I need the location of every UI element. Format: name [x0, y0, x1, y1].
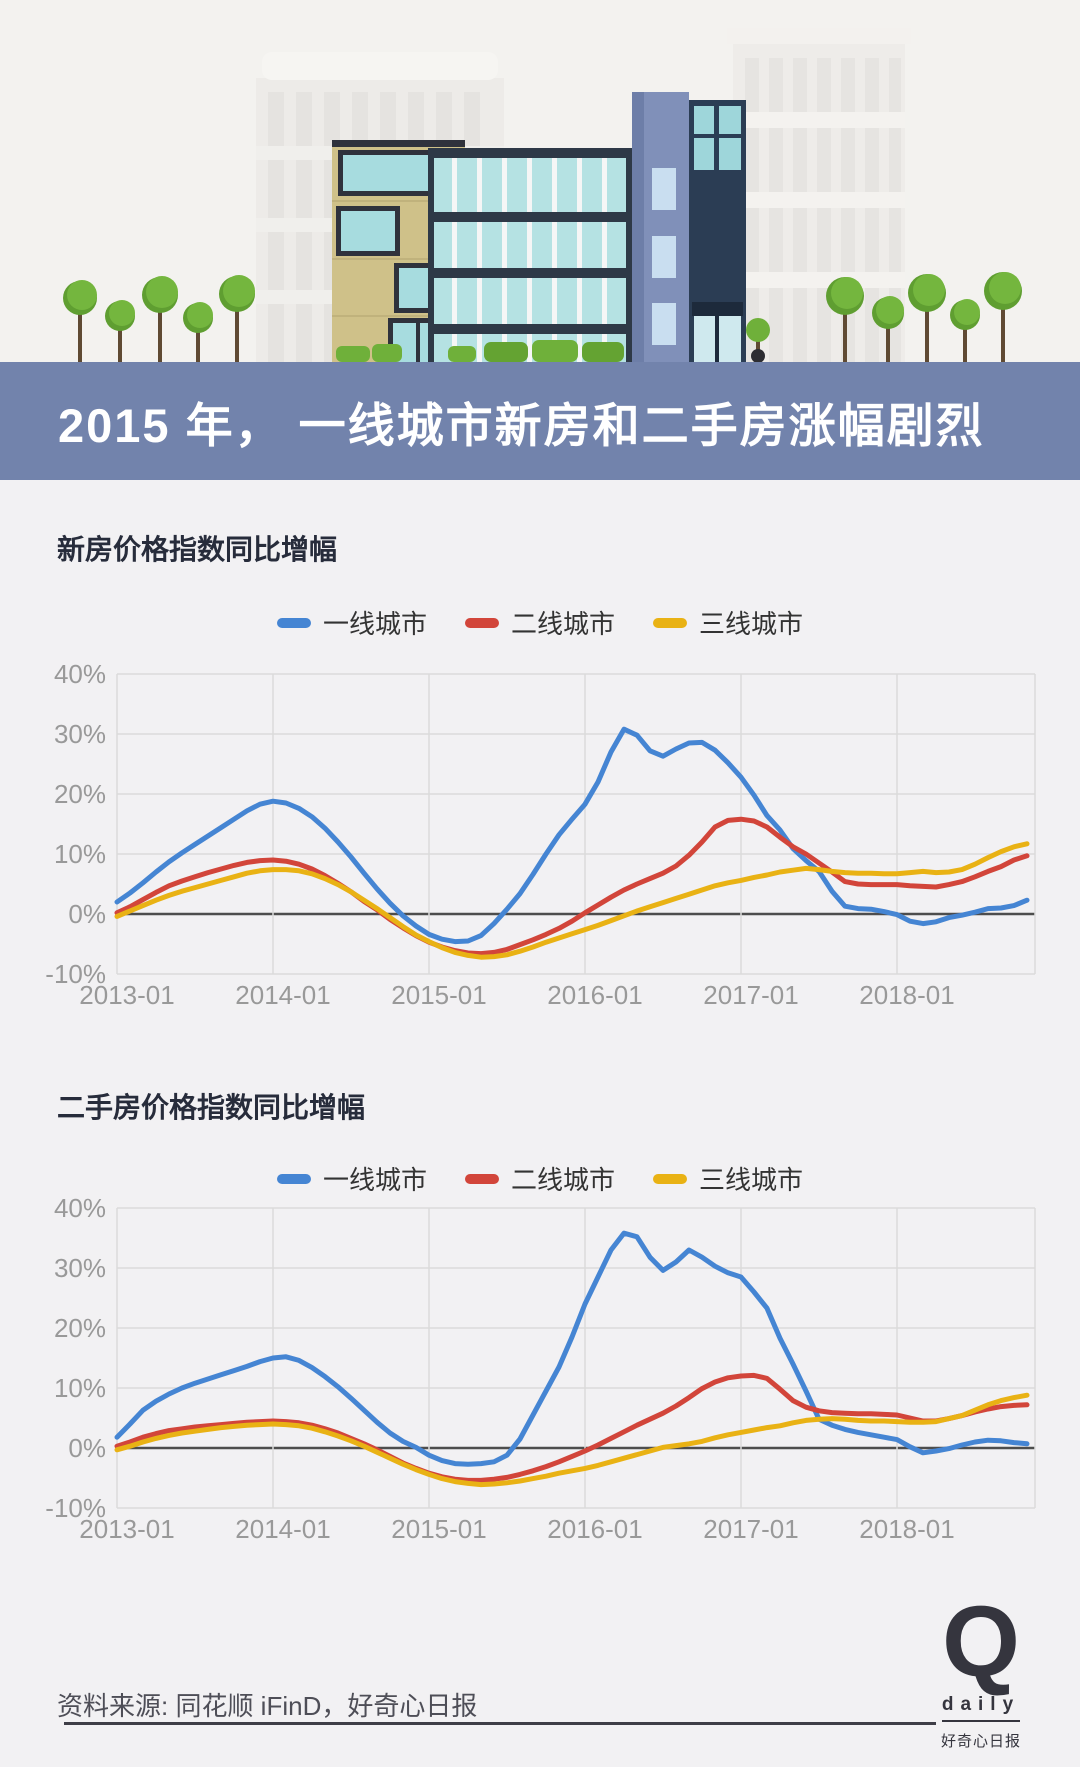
legend-swatch-icon [653, 1173, 687, 1184]
x-axis-label: 2013-01 [79, 980, 174, 1010]
cityscape-illustration [0, 0, 1080, 363]
legend-label: 二线城市 [510, 1165, 615, 1195]
banner-title: 2015 年， 一线城市新房和二手房涨幅剧烈 [58, 398, 985, 452]
legend-swatch-icon [653, 617, 687, 628]
x-axis-label: 2014-01 [235, 1514, 330, 1544]
cityscape-svg [63, 28, 1022, 363]
legend-new-home: 一线城市 二线城市 三线城市 [0, 604, 1080, 641]
x-axis-label: 2016-01 [547, 980, 642, 1010]
legend-swatch-icon [276, 617, 311, 628]
series-line-2 [114, 1392, 1030, 1488]
y-axis-label: 20% [54, 1313, 106, 1343]
series-line-0 [114, 1230, 1030, 1467]
legend-label: 三线城市 [699, 1165, 804, 1195]
legend-swatch-icon [464, 617, 499, 628]
qdaily-logo-q: Q [942, 1586, 1020, 1698]
navy-tower [689, 100, 746, 362]
series-line-0 [114, 726, 1030, 945]
legend-label: 二线城市 [510, 609, 615, 639]
periwinkle-tower [632, 92, 689, 362]
glass-building [428, 148, 632, 362]
x-axis-label: 2017-01 [703, 1514, 798, 1544]
y-axis-label: 30% [54, 1253, 106, 1283]
x-axis-label: 2015-01 [391, 980, 486, 1010]
legend-swatch-icon [276, 1173, 311, 1184]
data-source-note: 资料来源: 同花顺 iFinD，好奇心日报 [57, 1691, 478, 1721]
background-building-right [727, 28, 911, 362]
new-home-chart: 40% 30% 20% 10% 0% -10%2013-01 2014-01 2015-01 2… [45, 659, 1036, 1010]
legend-resale: 一线城市 二线城市 三线城市 [0, 1160, 1080, 1197]
legend-item-2: 三线城市 [653, 1160, 803, 1197]
qdaily-logo: Q daily 好奇心日报 [933, 1592, 1029, 1751]
y-axis-label: 30% [54, 719, 106, 749]
x-axis-label: 2017-01 [703, 980, 798, 1010]
y-axis-label: -10% [45, 959, 106, 989]
chart-title-new-home: 新房价格指数同比增幅 [57, 534, 338, 565]
trees-left [63, 275, 255, 362]
trees-right [826, 272, 1022, 362]
small-tree [746, 318, 770, 363]
legend-label: 一线城市 [322, 609, 427, 639]
y-axis-label: 40% [54, 659, 106, 689]
legend-label: 三线城市 [699, 609, 804, 639]
y-axis-label: 40% [54, 1193, 106, 1223]
bushes [336, 340, 624, 362]
legend-swatch-icon [464, 1173, 499, 1184]
qdaily-logo-daily: daily [941, 1694, 1021, 1722]
legend-item-1: 二线城市 [464, 1160, 615, 1197]
y-axis-label: -10% [45, 1493, 106, 1523]
legend-item-0: 一线城市 [276, 1160, 427, 1197]
y-axis-label: 0% [68, 899, 106, 929]
x-axis-label: 2018-01 [859, 980, 954, 1010]
legend-label: 一线城市 [322, 1165, 427, 1195]
chart-title-resale: 二手房价格指数同比增幅 [57, 1092, 366, 1123]
legend-item-0: 一线城市 [276, 604, 427, 641]
title-banner: 2015 年， 一线城市新房和二手房涨幅剧烈 [0, 362, 1080, 480]
x-axis-label: 2016-01 [547, 1514, 642, 1544]
qdaily-logo-cn: 好奇心日报 [940, 1733, 1021, 1750]
series-line-1 [114, 816, 1030, 957]
y-axis-label: 0% [68, 1433, 106, 1463]
legend-item-1: 二线城市 [464, 604, 615, 641]
x-axis-label: 2015-01 [391, 1514, 486, 1544]
footer-divider [64, 1722, 936, 1725]
x-axis-label: 2014-01 [235, 980, 330, 1010]
y-axis-label: 10% [54, 1373, 106, 1403]
legend-item-2: 三线城市 [653, 604, 803, 641]
resale-chart: 40% 30% 20% 10% 0% -10%2013-01 2014-01 2015-01 2… [45, 1193, 1036, 1544]
series-line-2 [114, 841, 1030, 960]
y-axis-label: 10% [54, 839, 106, 869]
x-axis-label: 2018-01 [859, 1514, 954, 1544]
series-line-1 [114, 1372, 1030, 1483]
y-axis-label: 20% [54, 779, 106, 809]
x-axis-label: 2013-01 [79, 1514, 174, 1544]
